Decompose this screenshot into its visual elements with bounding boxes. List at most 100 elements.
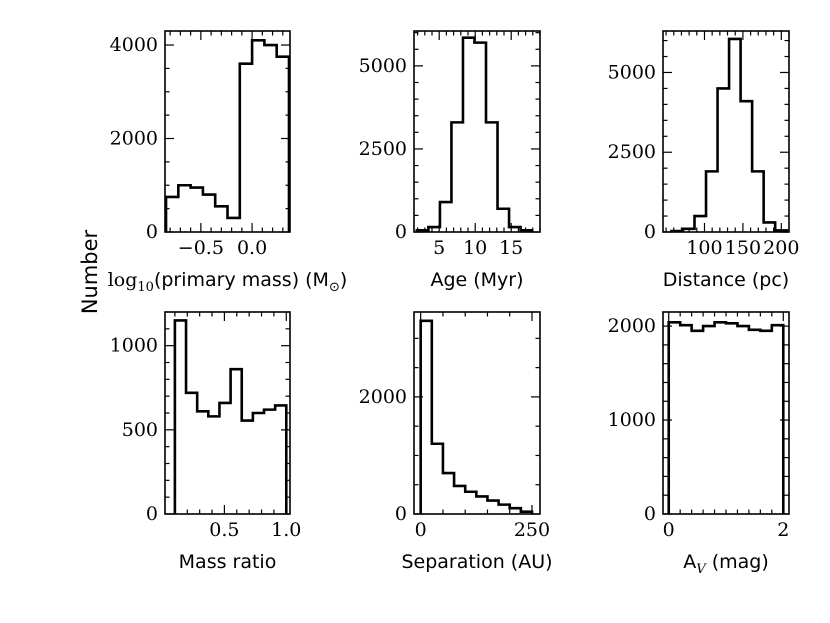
panel-distance: 100 150 200 0 2500 5000 Distance (pc) — [608, 30, 799, 291]
histogram-bar — [729, 39, 741, 232]
histogram-bar — [432, 444, 443, 514]
histogram-bar — [718, 88, 730, 232]
x-tick-label: 200 — [763, 237, 799, 259]
x-axis-label: AV (mag) — [683, 551, 768, 577]
x-tick-label: 0 — [415, 519, 427, 541]
histogram-bar — [474, 43, 486, 232]
axes-frame — [662, 30, 790, 233]
histogram-bar — [752, 171, 764, 232]
histogram-bar — [231, 369, 242, 514]
histogram-bar — [275, 405, 286, 514]
y-tick-label: 500 — [122, 419, 158, 441]
histogram-outline — [164, 39, 291, 232]
histogram-bar — [264, 45, 276, 232]
panel-separation: 0 250 0 2000 Separation (AU) — [359, 311, 553, 573]
y-tick-label: 5000 — [359, 55, 407, 77]
histogram-bar — [476, 496, 487, 514]
histogram-bar — [240, 64, 252, 232]
histogram-bar — [197, 411, 208, 514]
y-tick-label: 0 — [644, 221, 656, 243]
histogram-outline — [415, 36, 534, 232]
histogram-bar — [498, 209, 510, 232]
y-tick-label: 2500 — [359, 138, 407, 160]
histogram-outline — [670, 37, 788, 233]
histogram-bar — [219, 403, 230, 514]
histogram-bar — [749, 330, 760, 514]
histogram-bar — [203, 195, 215, 232]
y-tick-label: 2000 — [359, 386, 407, 408]
histogram-bar — [421, 321, 432, 514]
y-tick-label: 1000 — [608, 409, 656, 431]
x-tick-label: 1.0 — [271, 519, 301, 541]
axes-frame — [164, 311, 291, 515]
histogram-bar — [242, 421, 253, 514]
histogram-outline — [173, 319, 288, 514]
histogram-bar — [680, 325, 691, 514]
histogram-outline — [419, 319, 534, 514]
histogram-bar — [669, 322, 680, 514]
x-tick-label: 0.5 — [209, 519, 239, 541]
histogram-bar — [175, 320, 186, 514]
x-axis-label: Age (Myr) — [430, 269, 523, 291]
histogram-bar — [178, 185, 190, 232]
histogram-bar — [737, 326, 748, 514]
x-tick-label: 2 — [777, 519, 789, 541]
figure-ylabel: Number — [78, 229, 102, 314]
histogram-bar — [703, 326, 714, 514]
x-tick-label: −0.5 — [178, 237, 224, 259]
histogram-bar — [487, 501, 498, 514]
histogram-bar — [166, 197, 178, 232]
x-tick-label: 5 — [433, 237, 445, 259]
y-tick-label: 1000 — [110, 335, 158, 357]
histogram-bar — [760, 331, 771, 514]
histogram-bar — [463, 38, 475, 232]
y-tick-label: 4000 — [110, 34, 158, 56]
x-tick-label: 15 — [499, 237, 523, 259]
histogram-bar — [715, 322, 726, 514]
histogram-bar — [741, 101, 753, 232]
histogram-bar — [277, 57, 289, 232]
histogram-bar — [726, 323, 737, 514]
histogram-bar — [454, 486, 465, 514]
histogram-bar — [451, 122, 463, 232]
y-tick-label: 0 — [644, 503, 656, 525]
histogram-outline — [667, 321, 785, 514]
y-tick-label: 0 — [395, 221, 407, 243]
x-tick-label: 10 — [463, 237, 487, 259]
x-tick-label: 150 — [725, 237, 761, 259]
histogram-bar — [252, 40, 264, 232]
histogram-bar — [443, 473, 454, 514]
histogram-bar — [499, 505, 510, 514]
histogram-bar — [228, 218, 240, 232]
y-tick-label: 5000 — [608, 61, 656, 83]
histogram-bar — [465, 492, 476, 514]
axes-frame — [164, 30, 291, 233]
x-tick-label: 100 — [686, 237, 722, 259]
y-tick-label: 0 — [146, 503, 158, 525]
axes-frame — [413, 311, 541, 515]
y-tick-label: 0 — [395, 503, 407, 525]
panel-primary-mass: −0.5 0.0 0 2000 4000 log10(primary mass) (M⊙) — [108, 30, 348, 295]
x-axis-label: log10(primary mass) (M⊙) — [108, 269, 348, 295]
panel-extinction: 0 2 0 1000 2000 AV (mag) — [608, 311, 790, 577]
x-tick-label: 250 — [514, 519, 550, 541]
y-tick-label: 2000 — [110, 128, 158, 150]
axes-frame — [413, 30, 541, 233]
y-tick-label: 2500 — [608, 141, 656, 163]
panel-mass-ratio: 0.5 1.0 0 500 1000 Mass ratio — [110, 311, 301, 573]
y-tick-label: 2000 — [608, 315, 656, 337]
histogram-bar — [486, 122, 498, 232]
histogram-bar — [253, 413, 264, 514]
x-tick-label: 0.0 — [237, 237, 267, 259]
panel-age: 5 10 15 0 2500 5000 Age (Myr) — [359, 30, 541, 291]
axes-frame — [662, 311, 790, 515]
histogram-bar — [692, 331, 703, 514]
y-tick-label: 0 — [146, 221, 158, 243]
x-axis-label: Distance (pc) — [663, 269, 789, 291]
histogram-bar — [208, 416, 219, 514]
x-axis-label: Separation (AU) — [401, 551, 552, 573]
x-axis-label: Mass ratio — [179, 551, 277, 573]
x-tick-label: 0 — [663, 519, 675, 541]
histogram-bar — [440, 202, 452, 232]
